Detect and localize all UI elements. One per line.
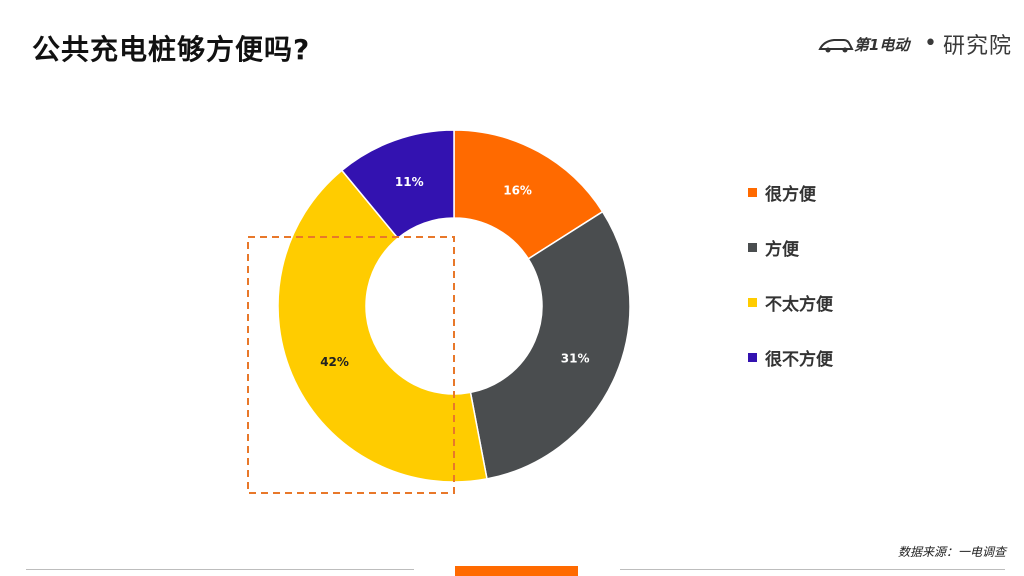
legend-swatch [748, 242, 757, 252]
car-logo-icon: 第1电动 [818, 36, 911, 54]
chart-slices [277, 129, 631, 483]
legend-label: 很方便 [765, 184, 816, 205]
legend-item-3: 不太方便 [748, 290, 833, 315]
legend-item-2: 方便 [748, 235, 833, 260]
legend-swatch [748, 352, 757, 362]
footer-rule-left [26, 569, 414, 570]
brand-name: 研究院 [942, 34, 1012, 59]
legend-label: 方便 [765, 239, 799, 260]
donut-slice-4 [340, 129, 455, 240]
slice-data-label-4: 11% [395, 175, 424, 189]
slice-data-label-2: 31% [561, 351, 590, 365]
legend-label: 不太方便 [765, 294, 833, 315]
chart-data-labels: 16% 31% 42% 11% [320, 175, 589, 369]
footer-rule-right [620, 569, 1005, 570]
brand-logo: 第1电动 [818, 31, 918, 57]
brand: 第1电动 • 研究院 [818, 28, 1012, 60]
legend-swatch [748, 187, 757, 197]
donut-slice-3 [277, 169, 488, 483]
donut-slice-2 [469, 210, 631, 480]
brand-logo-text: 第1电动 [854, 36, 911, 54]
legend-swatch [748, 297, 757, 307]
data-source: 数据来源：一电调查 [897, 545, 1006, 559]
legend-item-1: 很方便 [748, 180, 833, 205]
donut-slice-1 [453, 129, 604, 260]
highlight-box [247, 236, 455, 494]
page-title: 公共充电桩够方便吗? [32, 33, 311, 66]
legend-item-4: 很不方便 [748, 345, 833, 370]
slice-data-label-3: 42% [320, 355, 349, 369]
footer-accent-bar [455, 566, 578, 576]
legend-label: 很不方便 [765, 349, 833, 370]
brand-separator: • [924, 31, 937, 56]
slice-data-label-1: 16% [503, 183, 532, 197]
chart-legend: 很方便方便不太方便很不方便 [748, 180, 833, 400]
